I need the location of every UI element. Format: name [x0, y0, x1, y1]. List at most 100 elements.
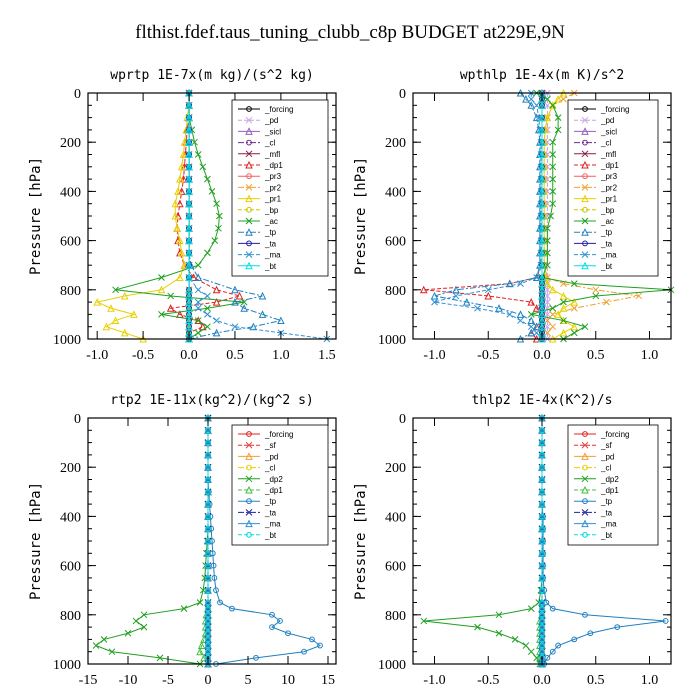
series-point [240, 304, 248, 312]
series-point [544, 188, 551, 195]
series-point [554, 310, 562, 318]
series-point [204, 292, 211, 300]
series-point [246, 106, 252, 112]
y-tick-label: 200 [385, 461, 406, 476]
x-tick-label: 0.5 [587, 673, 605, 688]
series-point [543, 279, 552, 288]
series-point [559, 328, 568, 337]
x-tick-label: 10 [281, 673, 295, 688]
series-point [533, 329, 540, 337]
x-tick-label: 1.0 [272, 348, 290, 363]
series-line [423, 93, 543, 340]
series-point [544, 224, 551, 232]
series-point [204, 175, 211, 183]
series-point [205, 464, 211, 471]
series-point [205, 624, 211, 630]
series-point [538, 512, 546, 520]
series-point [167, 292, 175, 300]
series-point [176, 236, 184, 245]
series-point [231, 323, 239, 331]
series-point [560, 298, 567, 306]
series-point [538, 524, 546, 533]
series-point [173, 224, 181, 232]
series-point [205, 501, 211, 508]
series-point [205, 642, 211, 649]
series-point [191, 138, 198, 146]
series-point [212, 297, 221, 306]
y-tick-label: 800 [60, 284, 81, 299]
series-point [194, 329, 202, 337]
series-point [603, 298, 610, 306]
x-tick-label: -15 [79, 673, 98, 688]
series-point [180, 138, 189, 146]
legend-label: _bp [600, 206, 615, 215]
series-point [511, 636, 519, 643]
series-line [95, 93, 190, 340]
legend-label: _sicl [600, 127, 617, 136]
series-point [108, 648, 116, 656]
series-point [581, 160, 589, 169]
series-point [258, 310, 267, 318]
series-point [581, 184, 589, 191]
series-point [231, 297, 239, 306]
y-tick-label: 0 [399, 412, 406, 427]
series-point [539, 605, 545, 612]
series-point [543, 113, 552, 122]
series-point [635, 292, 643, 300]
series-point [539, 642, 545, 649]
y-tick-label: 800 [385, 609, 406, 624]
series-point [527, 311, 535, 318]
series-point [185, 125, 193, 134]
series-point [179, 174, 188, 183]
series-point [581, 127, 589, 135]
y-tick-label: 1000 [378, 333, 406, 348]
series-point [185, 150, 193, 158]
series-point [527, 323, 535, 331]
legend-label: _dp2 [600, 475, 619, 484]
legend-label: _sf [264, 441, 276, 450]
series-point [249, 322, 258, 331]
series-point [544, 654, 551, 661]
series-point [245, 441, 253, 449]
series-point [539, 488, 545, 495]
series-point [205, 427, 211, 434]
legend-label: _bt [264, 531, 277, 540]
series-point [176, 273, 184, 281]
series-point [570, 329, 578, 337]
series-point [549, 175, 557, 183]
series-point [213, 587, 219, 594]
series-point [180, 605, 188, 613]
series-point [506, 311, 514, 318]
legend-label: _sicl [264, 127, 281, 136]
series-line [434, 92, 541, 340]
y-tick-label: 600 [385, 560, 406, 575]
series-point [539, 476, 545, 483]
series-point [177, 187, 186, 195]
y-axis-label: Pressure [hPa] [28, 157, 44, 275]
legend-label: _tp [600, 497, 613, 506]
y-tick-label: 800 [60, 609, 81, 624]
legend-label: _dp1 [264, 486, 283, 495]
chart-title: wprtp 1E-7x(m kg)/(s^2 kg) [110, 68, 314, 83]
series-point [559, 304, 568, 312]
series-point [570, 304, 578, 312]
y-tick-label: 1000 [378, 658, 406, 673]
chart-panel-3: rtp2 1E-11x(kg^2)/(kg^2 s) Pressure [hPa]… [28, 393, 337, 688]
y-tick-label: 0 [399, 87, 406, 102]
y-tick-label: 200 [60, 461, 81, 476]
legend-label: _ma [600, 251, 617, 260]
x-tick-label: -0.5 [477, 673, 499, 688]
series-point [582, 206, 588, 213]
series-point [205, 605, 211, 612]
series-point [538, 113, 546, 122]
series-point [581, 323, 589, 331]
series-point [211, 575, 218, 581]
y-tick-label: 0 [74, 87, 81, 102]
legend-label: _mfl [264, 150, 280, 159]
series-point [245, 452, 253, 460]
series-point [246, 498, 252, 505]
series-point [132, 617, 140, 625]
x-tick-label: 1.0 [641, 673, 659, 688]
series-point [538, 499, 546, 508]
y-tick-label: 600 [60, 560, 81, 575]
